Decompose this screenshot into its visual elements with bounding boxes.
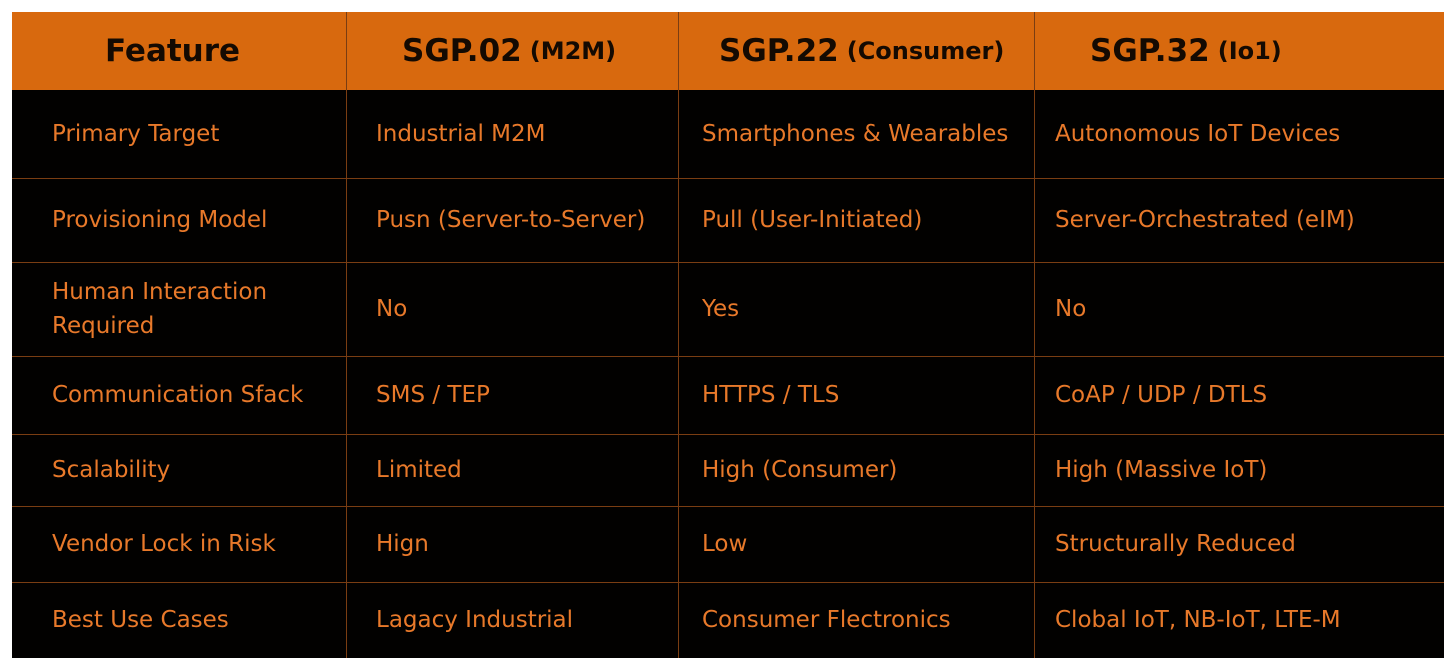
sgp22-cell: Low: [702, 531, 748, 557]
header-sgp32-label: SGP.32: [1090, 33, 1210, 69]
table-row: Scalability Limited High (Consumer) High…: [12, 434, 1444, 506]
table-header: Feature SGP.02 (M2M) SGP.22 (Consumer) S…: [12, 12, 1444, 90]
header-sgp02-sublabel: (M2M): [529, 37, 617, 65]
sgp02-cell: No: [376, 296, 408, 322]
sgp02-cell: Limited: [376, 457, 462, 483]
column-divider: [346, 12, 347, 658]
column-divider: [678, 12, 679, 658]
row-divider: [12, 262, 1444, 263]
header-sgp22-label: SGP.22: [719, 33, 839, 69]
sgp32-cell: Structurally Reduced: [1055, 531, 1296, 557]
feature-cell: Primary Target: [52, 121, 220, 147]
table-row: Communication Sfack SMS / TEP HTTPS / TL…: [12, 356, 1444, 434]
table-row: Best Use Cases Lagacy Industrial Consume…: [12, 582, 1444, 658]
feature-cell: Provisioning Model: [52, 207, 268, 233]
header-sgp02-label: SGP.02: [402, 33, 522, 69]
sgp02-cell: SMS / TEP: [376, 382, 490, 408]
feature-cell: Communication Sfack: [52, 382, 304, 408]
header-sgp22: SGP.22 (Consumer): [719, 12, 1004, 90]
table-row: Vendor Lock in Risk Hign Low Structurall…: [12, 506, 1444, 582]
header-sgp32-sublabel: (Io1): [1217, 37, 1282, 65]
sgp02-cell: Industrial M2M: [376, 121, 546, 147]
sgp02-cell: Pusn (Server-to-Server): [376, 207, 646, 233]
row-divider: [12, 582, 1444, 583]
feature-cell: Best Use Cases: [52, 607, 229, 633]
sgp32-cell: High (Massive IoT): [1055, 457, 1268, 483]
sgp22-cell: HTTPS / TLS: [702, 382, 840, 408]
feature-cell: Vendor Lock in Risk: [52, 531, 276, 557]
sgp22-cell: Yes: [702, 296, 740, 322]
sgp32-cell: Clobal IoT, NB-IoT, LTE-M: [1055, 607, 1341, 633]
sgp32-cell: Server-Orchestrated (eIM): [1055, 207, 1355, 233]
row-divider: [12, 356, 1444, 357]
comparison-table: Feature SGP.02 (M2M) SGP.22 (Consumer) S…: [12, 12, 1444, 658]
row-divider: [12, 178, 1444, 179]
sgp22-cell: Consumer Flectronics: [702, 607, 951, 633]
header-sgp22-sublabel: (Consumer): [846, 37, 1005, 65]
sgp32-cell: Autonomous IoT Devices: [1055, 121, 1341, 147]
table-row: Human Interaction Required No Yes No: [12, 262, 1444, 356]
sgp22-cell: Pull (User-Initiated): [702, 207, 923, 233]
sgp02-cell: Hign: [376, 531, 429, 557]
table-row: Primary Target Industrial M2M Smartphone…: [12, 90, 1444, 178]
header-feature: Feature: [105, 12, 240, 90]
header-sgp32: SGP.32 (Io1): [1090, 12, 1282, 90]
row-divider: [12, 506, 1444, 507]
sgp22-cell: Smartphones & Wearables: [702, 121, 1009, 147]
sgp32-cell: CoAP / UDP / DTLS: [1055, 382, 1268, 408]
column-divider: [1034, 12, 1035, 658]
sgp22-cell: High (Consumer): [702, 457, 898, 483]
table-row: Provisioning Model Pusn (Server-to-Serve…: [12, 178, 1444, 262]
feature-cell: Human Interaction Required: [52, 279, 268, 339]
sgp02-cell: Lagacy Industrial: [376, 607, 574, 633]
header-sgp02: SGP.02 (M2M): [402, 12, 616, 90]
header-feature-label: Feature: [105, 33, 241, 69]
row-divider: [12, 434, 1444, 435]
feature-cell: Scalability: [52, 457, 171, 483]
sgp32-cell: No: [1055, 296, 1087, 322]
